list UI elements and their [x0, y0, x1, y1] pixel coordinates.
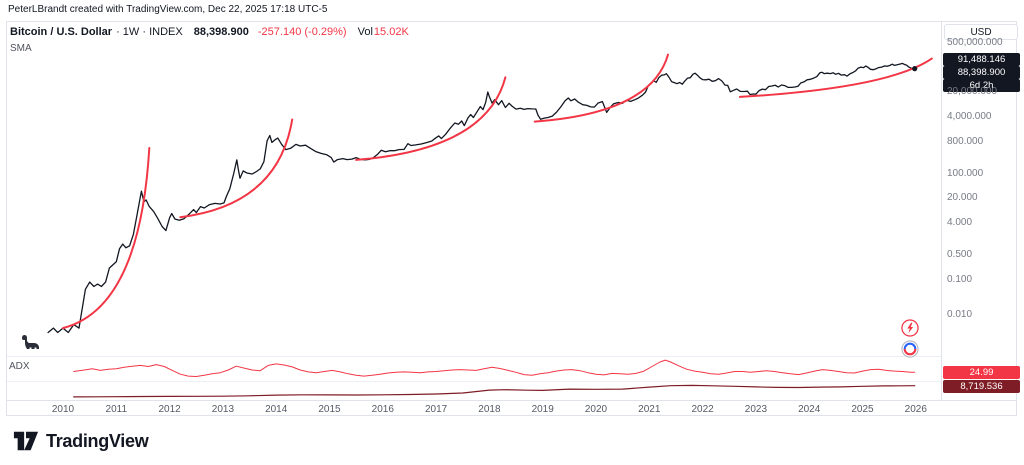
time-axis-label: 2020 [584, 404, 608, 415]
price-tick-label: 0.010 [947, 309, 973, 320]
symbol-title[interactable]: Bitcoin / U.S. Dollar [10, 26, 113, 38]
price-tick-label: 100.000 [947, 167, 984, 179]
time-axis-label: 2018 [478, 404, 501, 415]
tradingview-logo-text: TradingView [46, 430, 149, 451]
time-axis-label: 2022 [691, 404, 714, 415]
lower-pane-separator [7, 381, 941, 382]
parabolic-arc[interactable] [355, 76, 507, 161]
time-axis-label: 2014 [265, 404, 288, 415]
symbol-meta: · 1W · INDEX [116, 26, 183, 38]
time-axis-label: 2019 [531, 404, 554, 415]
time-axis-label: 2024 [798, 404, 821, 415]
chart-frame [6, 21, 1017, 416]
price-tick-label: 20.000 [947, 192, 978, 204]
parabolic-arc[interactable] [179, 118, 294, 219]
price-line [47, 62, 916, 334]
swirl-reaction-icon[interactable] [901, 340, 919, 358]
lower-indicator-line [73, 384, 916, 398]
dino-icon [20, 333, 40, 350]
price-tick-label: 0.500 [947, 249, 973, 260]
adx-pane-label[interactable]: ADX [9, 361, 30, 372]
price-tick-label: 4.000 [947, 217, 973, 229]
adx-line [73, 359, 916, 377]
parabolic-arc[interactable] [738, 57, 933, 98]
last-price-dot [912, 66, 918, 72]
footer: TradingView [0, 417, 1024, 465]
price-tick-label: 500,000.000 [947, 37, 1003, 48]
time-axis-separator [7, 400, 1017, 401]
time-axis-label: 2025 [851, 404, 874, 415]
time-axis-label: 2021 [638, 404, 661, 415]
time-axis-label: 2012 [158, 404, 181, 415]
price-tick-label: 20,000.000 [947, 86, 998, 98]
legend-main-row: Bitcoin / U.S. Dollar · 1W · INDEX 88,398… [10, 26, 409, 39]
volume-value: 15.02K [373, 26, 409, 38]
time-axis-label: 2010 [51, 404, 75, 415]
volume-label: Vol [357, 26, 373, 38]
currency-button[interactable]: USD [944, 24, 1018, 40]
price-tick-label: 4,000.000 [947, 111, 992, 123]
time-axis-label: 2011 [105, 404, 128, 415]
last-price-badge: 88,398.900 [943, 66, 1020, 79]
attribution: PeterLBrandt created with TradingView.co… [8, 4, 328, 15]
time-axis-label: 2016 [371, 404, 394, 415]
tradingview-logo[interactable]: TradingView [13, 430, 149, 452]
time-axis-label: 2015 [318, 404, 341, 415]
sma-price-badge: 91,488.146 [943, 53, 1020, 66]
price-change: -257.140 (-0.29%) [257, 26, 347, 38]
time-axis-label: 2017 [424, 404, 448, 415]
bar-countdown-badge: 6d 2h [943, 79, 1020, 92]
time-axis-label: 2026 [904, 404, 927, 415]
lightning-reaction-icon[interactable] [901, 319, 919, 337]
adx-pane-separator [7, 356, 941, 357]
time-axis-label: 2023 [744, 404, 768, 415]
time-axis-label: 2013 [211, 404, 235, 415]
price-tick-label: 800.000 [947, 135, 984, 147]
adx-value-badge: 24.99 [943, 366, 1020, 379]
tradingview-logo-icon [13, 431, 39, 451]
chart-legend: Bitcoin / U.S. Dollar · 1W · INDEX 88,398… [10, 26, 409, 55]
parabolic-arc[interactable] [62, 147, 151, 330]
price-axis-separator [941, 22, 942, 400]
lower-value-badge: 8,719.536 [943, 380, 1020, 393]
last-price-value: 88,398.900 [193, 26, 249, 38]
price-tick-label: 0.100 [947, 273, 973, 285]
sma-indicator-label[interactable]: SMA [10, 43, 32, 54]
parabolic-arc[interactable] [533, 53, 669, 123]
